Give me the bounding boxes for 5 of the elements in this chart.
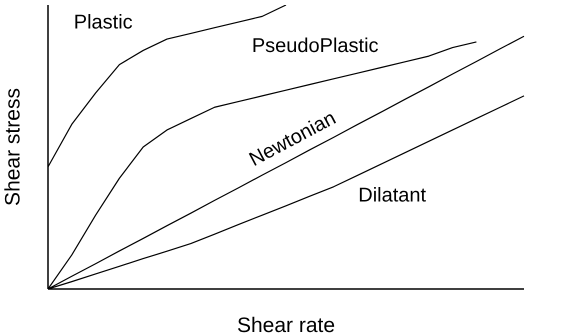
series-label: Plastic	[74, 12, 133, 34]
series-label: PseudoPlastic	[252, 34, 379, 57]
y-axis-title: Shear stress	[1, 88, 24, 206]
series-label: Dilatant	[358, 184, 427, 206]
x-axis-title: Shear rate	[236, 314, 336, 334]
